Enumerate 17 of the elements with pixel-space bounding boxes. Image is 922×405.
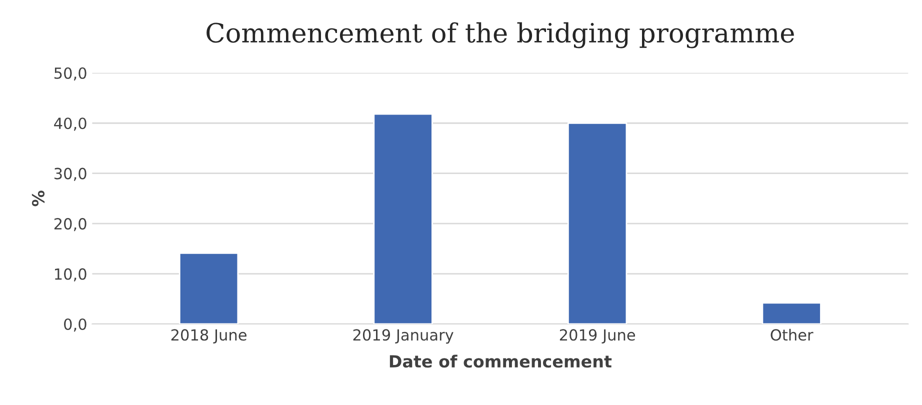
x-axis-title: Date of commencement: [390, 354, 612, 368]
chart-title: Commencement of the bridging programme: [206, 22, 794, 48]
x-tick-label: 2018 June: [171, 329, 246, 344]
bar: [567, 122, 628, 324]
y-axis-title: %: [32, 190, 45, 206]
bar: [178, 252, 239, 324]
bar: [373, 113, 433, 324]
y-tick-label: 10,0: [55, 268, 86, 282]
x-tick-label: 2019 January: [353, 329, 454, 344]
x-tick-label: Other: [770, 328, 814, 341]
y-tick-label: 50,0: [54, 67, 86, 80]
y-tick-label: 40,0: [54, 118, 86, 131]
y-tick-label: 30,0: [54, 168, 86, 181]
y-tick-label: 20,0: [54, 218, 86, 232]
y-tick-label: 0,0: [64, 318, 86, 332]
bar: [762, 302, 822, 324]
x-tick-label: 2019 June: [560, 329, 636, 344]
